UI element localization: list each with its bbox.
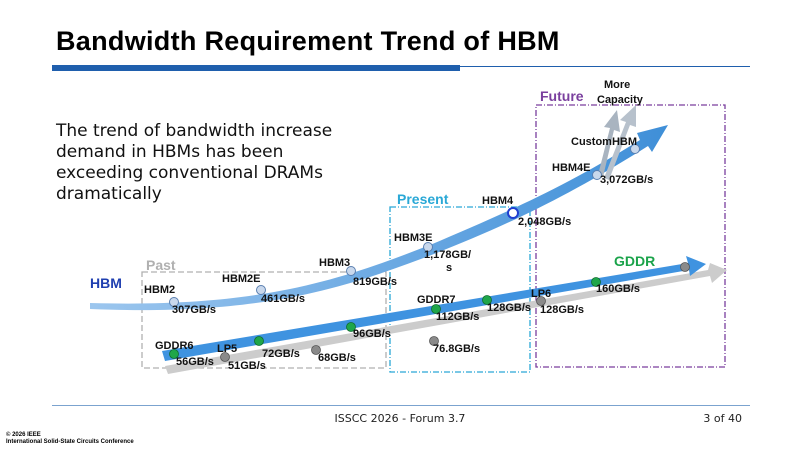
gddr-value-label: 160GB/s xyxy=(596,283,640,295)
more-capacity-line2: Capacity xyxy=(597,94,644,106)
hbm-name-label: HBM3 xyxy=(319,257,350,269)
description-text: The trend of bandwidth increase demand i… xyxy=(56,121,333,204)
page-number: 3 of 40 xyxy=(703,412,742,425)
lp-value-label: 51GB/s xyxy=(228,360,266,372)
page-title: Bandwidth Requirement Trend of HBM xyxy=(56,26,560,56)
lp-value-label: 76.8GB/s xyxy=(433,343,480,355)
hbm-name-label: HBM3E xyxy=(394,232,433,244)
hbm-name-label: HBM2 xyxy=(144,284,175,296)
gddr-value-label: 56GB/s xyxy=(176,356,214,368)
hbm-trend-arrow xyxy=(90,125,668,311)
hbm-point xyxy=(346,266,356,276)
hbm-value-label: 3,072GB/s xyxy=(600,174,653,186)
lp-value-label: 128GB/s xyxy=(540,304,584,316)
hbm-series-label: HBM xyxy=(90,275,122,291)
hbm-point xyxy=(256,285,266,295)
copyright-line2: International Solid-State Circuits Confe… xyxy=(6,439,134,445)
gddr-point xyxy=(169,349,179,359)
hbm-point xyxy=(630,144,640,154)
gddr-end-point xyxy=(680,262,690,272)
gddr-value-label: 128GB/s xyxy=(487,302,531,314)
lp-point xyxy=(220,352,230,362)
gddr-point xyxy=(431,304,441,314)
gddr-name-label: GDDR7 xyxy=(417,294,456,306)
lp-value-label: 68GB/s xyxy=(318,352,356,364)
hbm-point xyxy=(507,207,519,219)
hbm-name-label: HBM4 xyxy=(482,195,514,207)
copyright: © 2026 IEEE International Solid-State Ci… xyxy=(6,432,134,446)
title-underline-bar xyxy=(52,65,460,71)
gddr-point xyxy=(254,336,264,346)
lp-point xyxy=(536,296,546,306)
lp-name-label: LP5 xyxy=(217,343,237,355)
hbm-value-label: 307GB/s xyxy=(172,304,216,316)
hbm-value-label: 461GB/s xyxy=(261,293,305,305)
future-region-label: Future xyxy=(540,88,584,104)
past-region-label: Past xyxy=(146,257,176,273)
lp-point xyxy=(429,336,439,346)
lp-point xyxy=(311,345,321,355)
footer-divider xyxy=(52,405,750,406)
hbm-point xyxy=(423,242,433,252)
hbm-value-label: 819GB/s xyxy=(353,276,397,288)
lp-trend-arrow xyxy=(165,263,727,374)
future-region-box xyxy=(535,104,726,368)
more-capacity-arrow-1 xyxy=(598,110,620,177)
gddr-point xyxy=(482,295,492,305)
gddr-value-label: 72GB/s xyxy=(262,348,300,360)
lp-name-label: LP6 xyxy=(531,288,551,300)
more-capacity-arrow-2 xyxy=(604,105,636,180)
gddr-point xyxy=(346,322,356,332)
more-capacity-line1: More xyxy=(604,79,630,91)
hbm-name-label: CustomHBM xyxy=(571,136,637,148)
hbm-name-label: HBM2E xyxy=(222,273,261,285)
hbm-value-label: 2,048GB/s xyxy=(518,216,571,228)
gddr-value-label: 112GB/s xyxy=(436,311,479,323)
copyright-line1: © 2026 IEEE xyxy=(6,432,41,438)
gddr-value-label: 96GB/s xyxy=(353,328,391,340)
present-region-label: Present xyxy=(397,191,449,207)
hbm-point xyxy=(169,297,179,307)
gddr-point xyxy=(591,277,601,287)
footer-conference: ISSCC 2026 - Forum 3.7 xyxy=(334,412,466,425)
gddr-name-label: GDDR6 xyxy=(155,340,194,352)
hbm-value-label: s xyxy=(446,262,452,274)
hbm-value-label: 1,178GB/ xyxy=(424,249,471,261)
gddr-series-label: GDDR xyxy=(614,253,655,269)
hbm-name-label: HBM4E xyxy=(552,162,591,174)
title-underline-thin xyxy=(460,66,750,67)
hbm-point xyxy=(592,170,602,180)
